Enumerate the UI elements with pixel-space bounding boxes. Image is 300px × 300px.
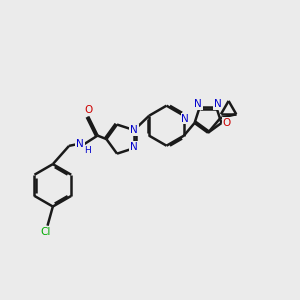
Text: N: N xyxy=(182,114,189,124)
Text: N: N xyxy=(130,142,138,152)
Text: N: N xyxy=(214,99,222,109)
Text: H: H xyxy=(85,146,91,155)
Text: N: N xyxy=(194,99,202,109)
Text: O: O xyxy=(84,105,92,115)
Text: Cl: Cl xyxy=(41,227,51,237)
Text: N: N xyxy=(76,140,84,149)
Text: N: N xyxy=(130,125,138,135)
Text: O: O xyxy=(223,118,231,128)
